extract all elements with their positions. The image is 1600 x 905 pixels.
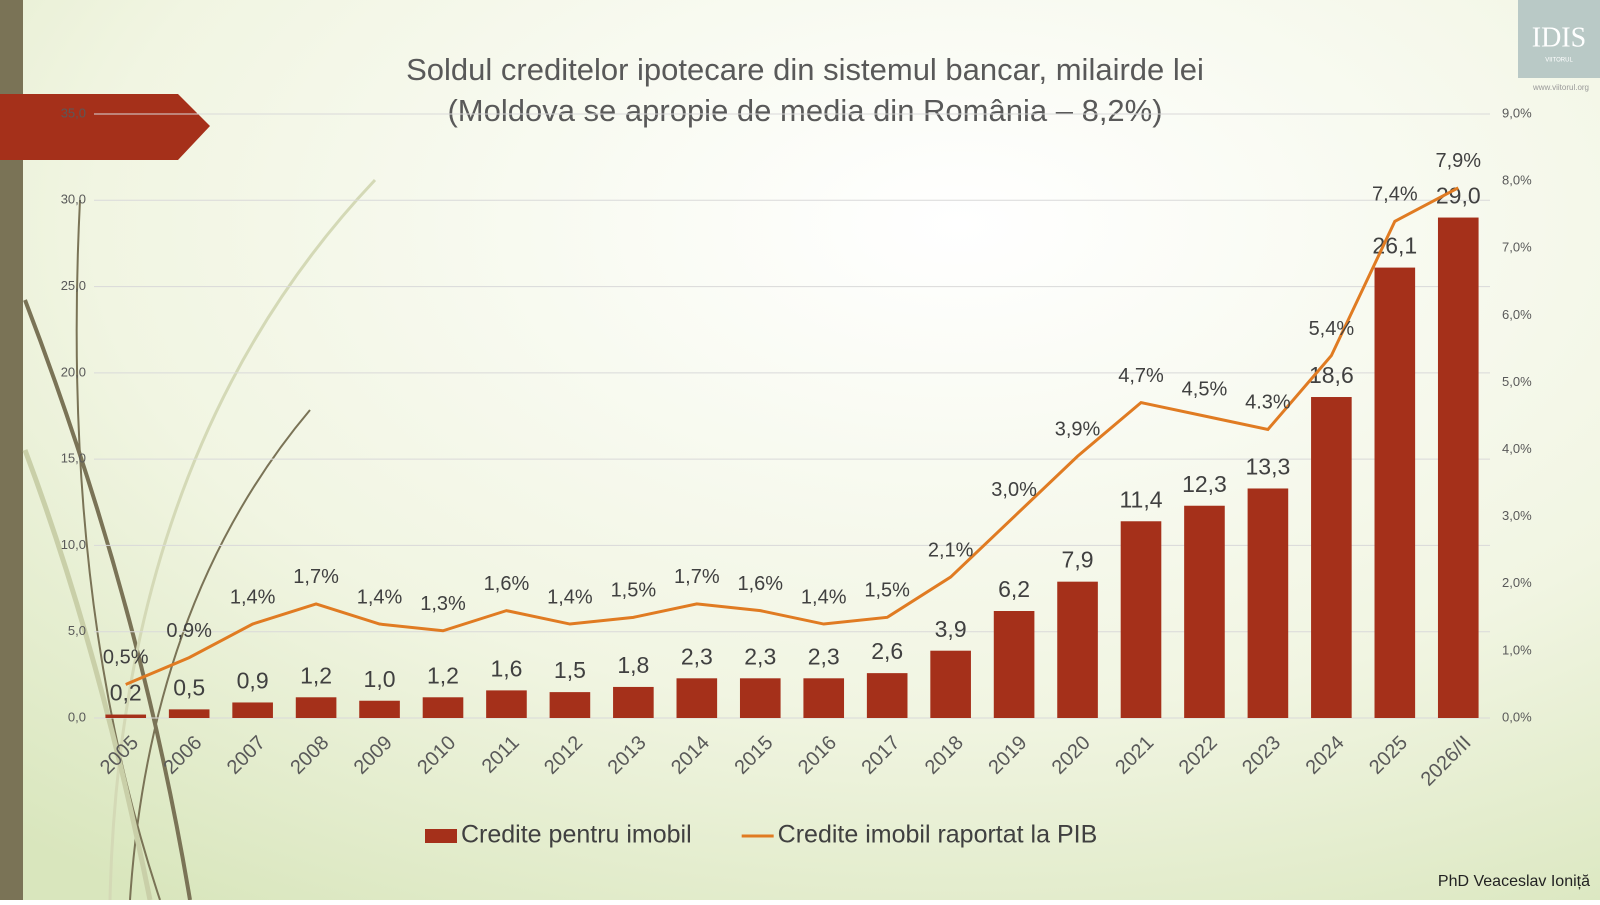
- y-tick-label: 20,0: [61, 364, 86, 379]
- bar: [295, 697, 337, 718]
- bar-value-label: 2,3: [808, 643, 840, 669]
- bar: [232, 702, 273, 718]
- footer: PhD Veaceslav Ioniță: [1438, 873, 1590, 890]
- y2-tick-label: 5,0%: [1502, 374, 1532, 389]
- y-tick-label: 5,0: [68, 623, 86, 638]
- bar-value-label: 12,3: [1182, 471, 1227, 497]
- bar-value-label: 13,3: [1246, 454, 1291, 480]
- bar-value-label: 11,4: [1119, 486, 1162, 512]
- line-value-label: 1,5%: [864, 580, 910, 602]
- line-value-label: 1,7%: [293, 566, 339, 588]
- bar: [359, 700, 400, 718]
- logo-sub: VIITORUL: [1545, 58, 1573, 64]
- y-tick-label: 30,0: [61, 192, 86, 207]
- line-value-label: 5,4%: [1309, 318, 1355, 340]
- line-value-label: 1,4%: [547, 586, 593, 608]
- legend-label: Credite imobil raportat la PIB: [778, 821, 1098, 849]
- line-value-label: 7,4%: [1372, 184, 1418, 206]
- bar-value-label: 2,3: [744, 643, 776, 669]
- bar: [486, 690, 527, 718]
- line-value-label: 0,9%: [166, 620, 212, 642]
- line-value-label: 4,5%: [1182, 378, 1228, 400]
- line-value-label: 1,6%: [737, 573, 783, 595]
- bar-value-label: 1,2: [427, 662, 459, 688]
- bar: [676, 678, 718, 718]
- bar-value-label: 1,0: [364, 666, 396, 692]
- y-tick-label: 10,0: [61, 537, 86, 552]
- line-value-label: 7,9%: [1435, 150, 1481, 172]
- bar: [1374, 267, 1416, 718]
- bar-value-label: 1,2: [300, 662, 332, 688]
- bar: [993, 611, 1035, 718]
- chart-subtitle: (Moldova se apropie de media din România…: [447, 93, 1162, 128]
- y-tick-label: 35,0: [61, 105, 86, 120]
- y-tick-label: 0,0: [68, 709, 86, 724]
- logo-text: IDIS: [1532, 22, 1586, 53]
- line-value-label: 1,4%: [230, 586, 276, 608]
- y-tick-label: 15,0: [61, 451, 86, 466]
- side-bar: [0, 0, 23, 900]
- bar-value-label: 2,3: [681, 643, 713, 669]
- y2-tick-label: 4,0%: [1502, 441, 1532, 456]
- line-value-label: 4.3%: [1245, 392, 1291, 414]
- logo-url: www.viitorul.org: [1532, 83, 1589, 92]
- bar: [168, 709, 210, 718]
- bar: [1437, 217, 1479, 719]
- line: [125, 186, 1459, 686]
- line-value-label: 3,9%: [1055, 419, 1101, 441]
- bar-value-label: 3,9: [935, 616, 967, 642]
- y2-tick-label: 8,0%: [1502, 173, 1532, 188]
- legend-label: Credite pentru imobil: [461, 821, 692, 849]
- bar: [803, 678, 845, 718]
- bar: [1311, 397, 1352, 718]
- bar-value-label: 1,5: [554, 657, 586, 683]
- y2-tick-label: 7,0%: [1502, 240, 1532, 255]
- line-value-label: 0,5%: [103, 647, 149, 669]
- line-value-label: 1,5%: [611, 580, 657, 602]
- bar-value-label: 0,5: [173, 674, 205, 700]
- y2-tick-label: 3,0%: [1502, 508, 1532, 523]
- chart-title: Soldul creditelor ipotecare din sistemul…: [406, 52, 1204, 87]
- bar-value-label: 2,6: [871, 638, 903, 664]
- bar: [422, 697, 464, 718]
- line-value-label: 2,1%: [928, 539, 974, 561]
- y2-tick-label: 9,0%: [1502, 105, 1532, 120]
- y-tick-label: 25,0: [61, 278, 86, 293]
- logo-box: [1518, 0, 1600, 78]
- bar-value-label: 0,9: [237, 668, 269, 694]
- bar: [613, 686, 654, 718]
- bar: [739, 678, 781, 718]
- bar: [1184, 505, 1225, 718]
- bar-value-label: 7,9: [1062, 547, 1094, 573]
- bar: [1247, 488, 1289, 718]
- bar-value-label: 1,8: [617, 652, 649, 678]
- legend-swatch: [425, 829, 457, 843]
- bar: [1120, 521, 1162, 718]
- line-value-label: 1,7%: [674, 566, 720, 588]
- line-value-label: 1,4%: [357, 586, 403, 608]
- bar: [1057, 581, 1098, 718]
- line-value-label: 1,6%: [484, 573, 530, 595]
- line-value-label: 4,7%: [1118, 365, 1164, 387]
- bar-value-label: 1,6: [490, 655, 522, 681]
- y2-tick-label: 6,0%: [1502, 307, 1532, 322]
- line-value-label: 3,0%: [991, 479, 1037, 501]
- y2-tick-label: 2,0%: [1502, 575, 1532, 590]
- accent-arrow: [0, 94, 210, 160]
- line-value-label: 1,3%: [420, 593, 466, 615]
- bar: [549, 692, 591, 718]
- line-value-label: 1,4%: [801, 586, 847, 608]
- y2-tick-label: 0,0%: [1502, 709, 1532, 724]
- bar: [930, 650, 971, 718]
- bar: [105, 714, 147, 718]
- y2-tick-label: 1,0%: [1502, 642, 1532, 657]
- bar: [866, 673, 908, 718]
- bar-value-label: 6,2: [998, 576, 1030, 602]
- decor-curves: [22, 178, 377, 901]
